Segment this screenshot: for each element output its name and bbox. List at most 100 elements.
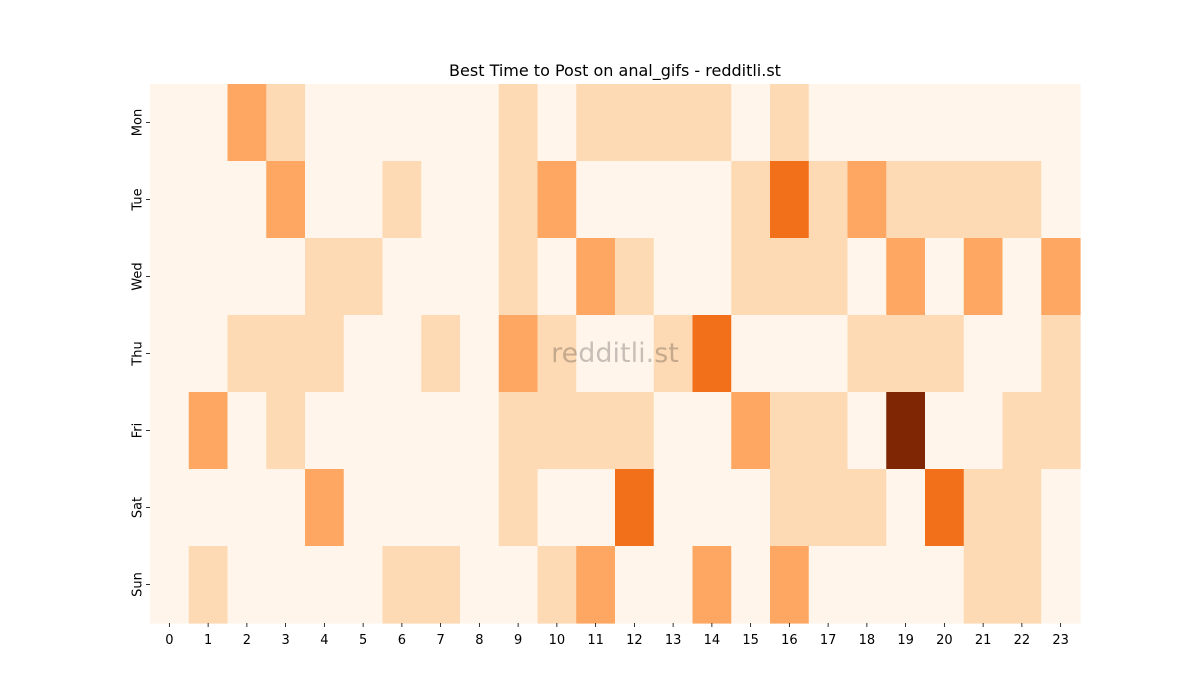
y-tick-label-wed: Wed <box>131 262 146 290</box>
heatmap-cell-wed-12 <box>615 238 655 316</box>
heatmap-cell-thu-22 <box>1002 315 1042 393</box>
heatmap-cell-wed-5 <box>343 238 384 316</box>
heatmap-cell-thu-6 <box>382 315 422 393</box>
heatmap-cell-wed-18 <box>847 238 887 316</box>
heatmap-cell-wed-23 <box>1041 238 1081 316</box>
heatmap-cell-thu-11 <box>576 315 616 393</box>
x-tick-label-0: 0 <box>165 633 173 648</box>
heatmap-cell-wed-8 <box>460 238 500 316</box>
y-tick-label-sun: Sun <box>131 572 146 597</box>
heatmap-cell-fri-7 <box>421 392 461 470</box>
y-tick-label-tue: Tue <box>131 188 146 211</box>
heatmap-cell-mon-13 <box>653 84 694 162</box>
heatmap-cell-fri-19 <box>886 392 926 470</box>
heatmap-cell-sun-8 <box>460 546 500 624</box>
x-tick-label-3: 3 <box>281 633 289 648</box>
heatmap-cell-sat-6 <box>382 469 422 547</box>
heatmap-cell-mon-17 <box>808 84 849 162</box>
heatmap-cell-fri-22 <box>1002 392 1042 470</box>
heatmap-cell-sat-17 <box>808 469 849 547</box>
heatmap-cell-mon-4 <box>305 84 345 162</box>
heatmap-cell-sun-15 <box>731 546 771 624</box>
heatmap-cell-mon-5 <box>343 84 384 162</box>
heatmap-cell-sat-20 <box>925 469 965 547</box>
heatmap-cell-sun-6 <box>382 546 422 624</box>
heatmap-cell-thu-18 <box>847 315 887 393</box>
heatmap-cell-sat-2 <box>227 469 267 547</box>
heatmap-cell-wed-21 <box>963 238 1004 316</box>
heatmap-cell-sat-23 <box>1041 469 1081 547</box>
heatmap-cell-tue-8 <box>460 161 500 239</box>
heatmap-cell-sun-5 <box>343 546 384 624</box>
heatmap-cell-thu-23 <box>1041 315 1081 393</box>
y-tick-label-sat: Sat <box>131 497 146 518</box>
heatmap-cell-sun-16 <box>770 546 810 624</box>
heatmap-cell-fri-14 <box>692 392 732 470</box>
heatmap-cell-mon-7 <box>421 84 461 162</box>
x-tick-label-12: 12 <box>626 633 643 648</box>
heatmap-cell-mon-21 <box>963 84 1004 162</box>
heatmap-cell-mon-20 <box>925 84 965 162</box>
heatmap-cell-sun-0 <box>150 546 190 624</box>
heatmap-cell-wed-6 <box>382 238 422 316</box>
heatmap-cell-thu-14 <box>692 315 732 393</box>
heatmap-cell-mon-3 <box>266 84 306 162</box>
heatmap-cell-sat-7 <box>421 469 461 547</box>
heatmap-cell-tue-23 <box>1041 161 1081 239</box>
heatmap-cell-thu-12 <box>615 315 655 393</box>
heatmap-cell-tue-22 <box>1002 161 1042 239</box>
heatmap-cell-tue-18 <box>847 161 887 239</box>
heatmap-cell-mon-6 <box>382 84 422 162</box>
heatmap-cell-thu-0 <box>150 315 190 393</box>
heatmap-cell-sat-3 <box>266 469 306 547</box>
heatmap-cell-mon-11 <box>576 84 616 162</box>
heatmap-cell-fri-21 <box>963 392 1004 470</box>
heatmap-cell-tue-11 <box>576 161 616 239</box>
heatmap-cell-sat-21 <box>963 469 1004 547</box>
x-tick-label-20: 20 <box>936 633 953 648</box>
heatmap-cell-mon-18 <box>847 84 887 162</box>
heatmap-cell-fri-20 <box>925 392 965 470</box>
heatmap-cell-mon-8 <box>460 84 500 162</box>
x-tick-label-21: 21 <box>975 633 992 648</box>
heatmap-cell-thu-2 <box>227 315 267 393</box>
heatmap-cell-mon-14 <box>692 84 732 162</box>
heatmap-cell-tue-20 <box>925 161 965 239</box>
heatmap-cell-wed-17 <box>808 238 849 316</box>
heatmap-cell-sat-9 <box>498 469 539 547</box>
heatmap-cell-tue-10 <box>537 161 577 239</box>
x-tick-label-14: 14 <box>704 633 721 648</box>
x-tick-label-5: 5 <box>359 633 367 648</box>
heatmap-cell-sun-9 <box>498 546 539 624</box>
x-tick-label-2: 2 <box>243 633 251 648</box>
heatmap-cell-tue-6 <box>382 161 422 239</box>
heatmap-cell-tue-2 <box>227 161 267 239</box>
heatmap-cell-sun-13 <box>653 546 694 624</box>
heatmap-cell-thu-21 <box>963 315 1004 393</box>
heatmap-cell-tue-19 <box>886 161 926 239</box>
heatmap-cell-tue-15 <box>731 161 771 239</box>
heatmap-cell-fri-17 <box>808 392 849 470</box>
heatmap-cell-mon-19 <box>886 84 926 162</box>
y-tick-label-fri: Fri <box>131 423 146 439</box>
heatmap-cell-sat-18 <box>847 469 887 547</box>
heatmap-cell-sat-1 <box>188 469 229 547</box>
heatmap-cell-sat-4 <box>305 469 345 547</box>
x-tick-label-19: 19 <box>897 633 914 648</box>
y-axis: Mon Tue Wed Thu Fri Sat Sun <box>131 109 150 597</box>
heatmap-cell-fri-1 <box>188 392 229 470</box>
heatmap-cell-wed-2 <box>227 238 267 316</box>
heatmap-cell-tue-14 <box>692 161 732 239</box>
heatmap-cell-sat-15 <box>731 469 771 547</box>
heatmap-cell-sun-21 <box>963 546 1004 624</box>
heatmap-cell-wed-11 <box>576 238 616 316</box>
heatmap-cell-fri-13 <box>653 392 694 470</box>
x-tick-label-6: 6 <box>398 633 406 648</box>
x-tick-label-11: 11 <box>587 633 604 648</box>
heatmap-cell-fri-9 <box>498 392 539 470</box>
heatmap-cell-tue-21 <box>963 161 1004 239</box>
heatmap-cell-sun-1 <box>188 546 229 624</box>
y-tick-label-thu: Thu <box>131 341 146 366</box>
x-tick-label-17: 17 <box>820 633 837 648</box>
heatmap-cell-thu-5 <box>343 315 384 393</box>
